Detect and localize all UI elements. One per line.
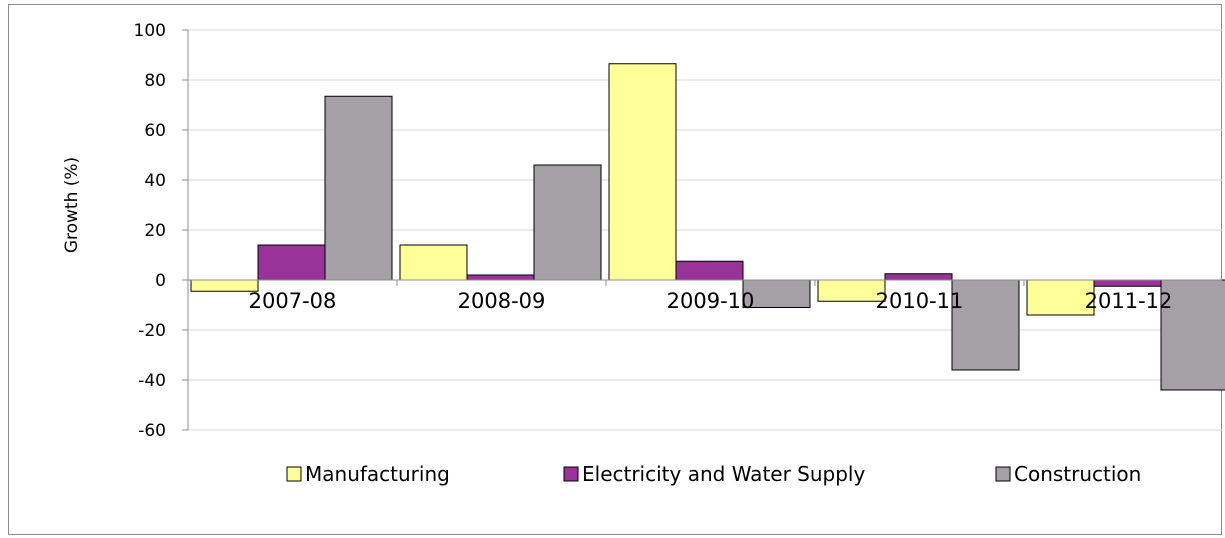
bar-2011-12-manufacturing — [1026, 279, 1095, 316]
bar-2010-11-construction — [951, 279, 1020, 371]
bar-2008-09-electricity-and-water-supply — [466, 274, 535, 281]
x-tick-label: 2008-09 — [458, 289, 546, 313]
y-tick-label: 20 — [144, 221, 166, 241]
bar-2009-10-electricity-and-water-supply — [675, 260, 744, 281]
x-tick-label: 2009-10 — [667, 289, 755, 313]
y-tick-label: 40 — [144, 171, 166, 191]
bar-2009-10-manufacturing — [608, 63, 677, 281]
bar-2011-12-construction — [1160, 279, 1225, 391]
bar-2007-08-construction — [324, 95, 393, 281]
bar-2008-09-construction — [533, 164, 602, 281]
y-tick-label: 100 — [134, 21, 166, 41]
bar-2010-11-electricity-and-water-supply — [884, 273, 953, 281]
legend-label: Electricity and Water Supply — [582, 462, 865, 486]
bar-2009-10-construction — [742, 279, 811, 308]
y-axis-title: Growth (%) — [62, 157, 82, 253]
y-tick-label: -20 — [138, 321, 166, 341]
bar-2007-08-electricity-and-water-supply — [257, 244, 326, 281]
y-tick-label: 60 — [144, 121, 166, 141]
bar-2008-09-manufacturing — [399, 244, 468, 281]
y-tick-label: 80 — [144, 71, 166, 91]
bar-2011-12-electricity-and-water-supply — [1093, 279, 1162, 287]
legend-swatch — [563, 466, 579, 482]
legend-label: Construction — [1014, 462, 1141, 486]
x-tick-label: 2011-12 — [1085, 289, 1173, 313]
legend-swatch — [286, 466, 302, 482]
y-tick-label: 0 — [155, 271, 166, 291]
x-tick-label: 2007-08 — [249, 289, 337, 313]
legend-label: Manufacturing — [305, 462, 450, 486]
x-tick-label: 2010-11 — [876, 289, 964, 313]
legend-swatch — [995, 466, 1011, 482]
y-tick-label: -40 — [138, 371, 166, 391]
y-tick-label: -60 — [138, 421, 166, 441]
